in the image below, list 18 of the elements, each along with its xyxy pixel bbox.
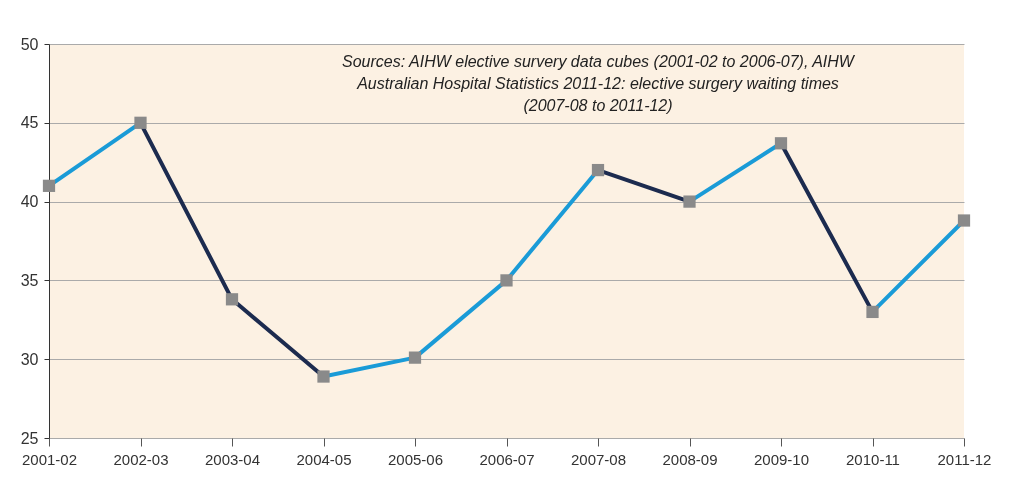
x-tick-label: 2008-09 [662, 450, 718, 468]
x-tick-label: 2009-10 [753, 450, 810, 468]
y-tick-label: 40 [20, 193, 39, 211]
y-tick-label: 50 [20, 35, 39, 53]
y-tick-label: 45 [20, 114, 39, 132]
x-tick-label: 2001-02 [21, 450, 78, 468]
y-tick-label: 35 [20, 271, 39, 289]
annotation: Sources: AIHW elective survery data cubes (2001-02 to 2006-07), AIHW Australian Hospital Statistics 2011-12: elective surgery waiting times (2007-08 to 2011-12) [342, 53, 856, 114]
x-tick-label: 2010-11 [846, 450, 900, 468]
x-tick-label: 2011-12 [937, 450, 992, 468]
x-tick-label: 2006-07 [479, 450, 535, 468]
x-tick-label: 2003-04 [204, 450, 261, 468]
y-tick-label: 30 [20, 350, 39, 368]
y-tick-label: 25 [20, 429, 39, 447]
x-tick-label: 2004-05 [296, 450, 352, 468]
x-tick-label: 2005-06 [387, 450, 444, 468]
x-tick-label: 2002-03 [113, 450, 169, 468]
x-tick-label: 2007-08 [570, 450, 627, 468]
